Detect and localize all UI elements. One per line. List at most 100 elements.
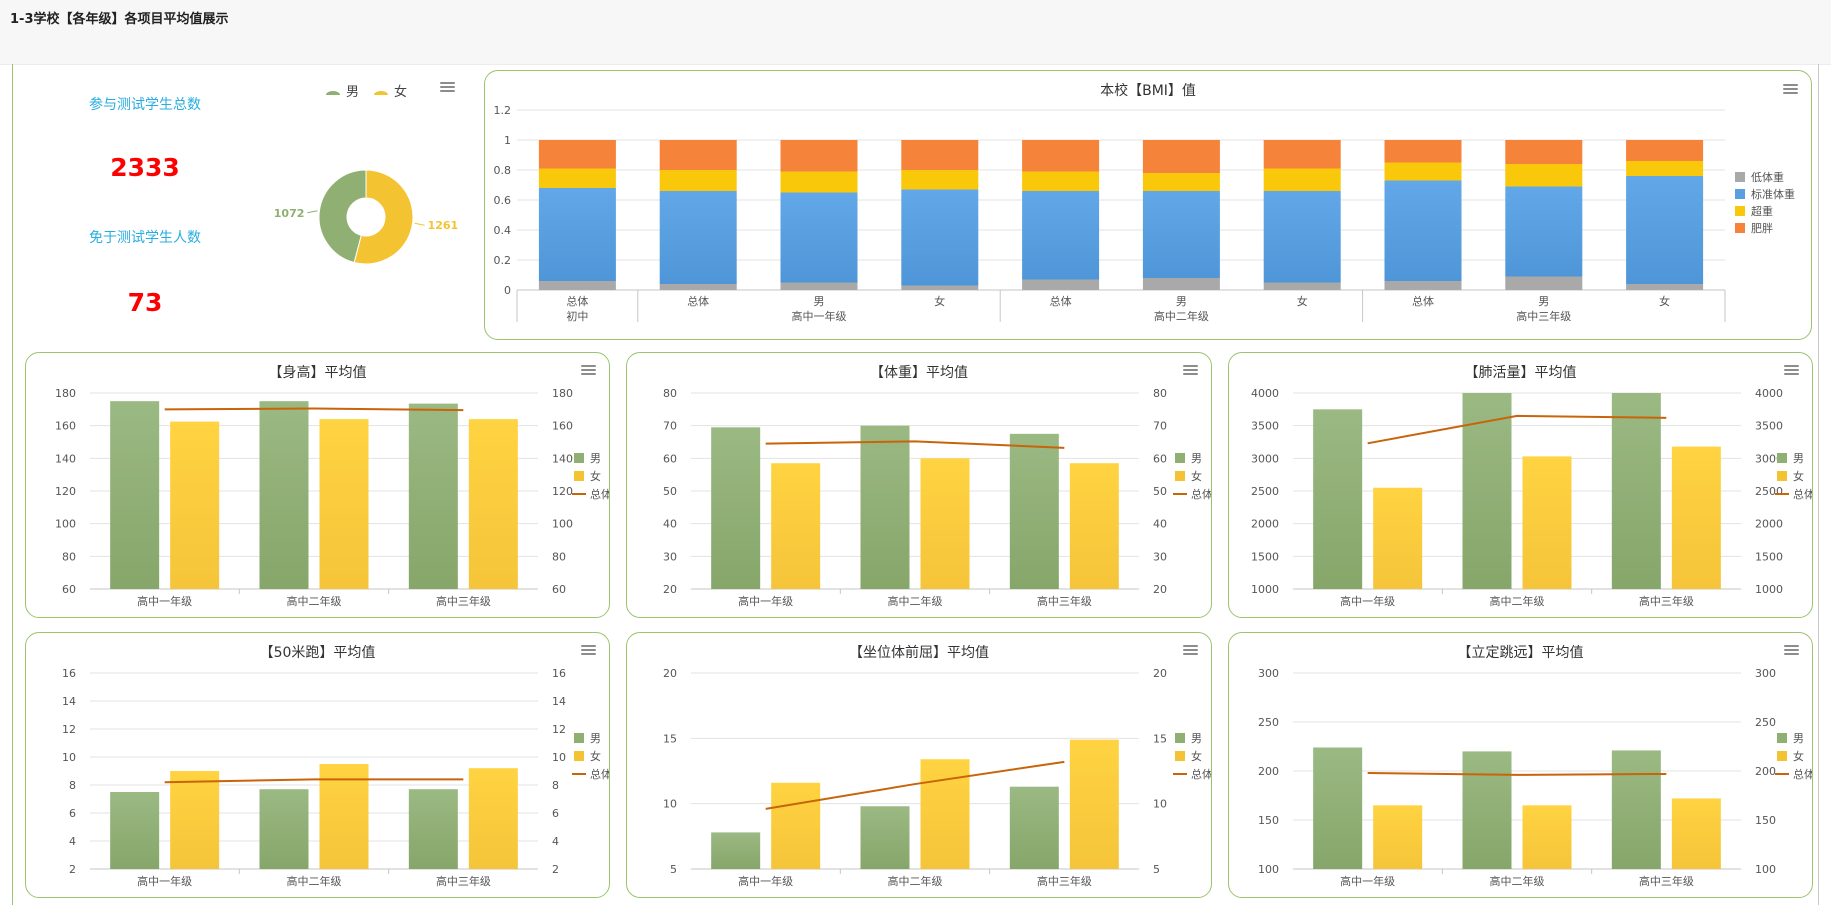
y-tick-label: 20	[663, 583, 677, 596]
y2-tick-label: 1000	[1755, 583, 1783, 596]
y2-tick-label: 150	[1755, 814, 1776, 827]
female-bar	[1069, 739, 1119, 869]
y-tick-label: 2	[69, 863, 76, 876]
y-tick-label: 160	[55, 420, 76, 433]
male-bar	[1009, 433, 1059, 589]
y2-tick-label: 10	[1153, 798, 1167, 811]
hamburger-menu-icon[interactable]	[1183, 365, 1198, 376]
female-bar	[771, 782, 821, 869]
hamburger-menu-icon[interactable]	[1183, 645, 1198, 656]
female-bar	[170, 421, 220, 589]
female-bar	[170, 771, 220, 869]
legend-swatch	[1735, 223, 1745, 233]
y2-tick-label: 5	[1153, 863, 1160, 876]
female-bar	[1671, 446, 1721, 589]
legend-label: 男	[590, 732, 601, 745]
y2-tick-label: 3000	[1755, 452, 1783, 465]
x-tick-label: 高中三年级	[436, 874, 491, 888]
legend-swatch	[1777, 453, 1787, 463]
legend-label: 男	[1793, 452, 1804, 465]
bmi-segment	[1142, 278, 1220, 290]
y2-tick-label: 250	[1755, 716, 1776, 729]
male-bar	[860, 425, 910, 589]
y2-tick-label: 12	[552, 723, 566, 736]
x-tick-label: 总体	[687, 294, 709, 308]
bmi-segment	[659, 284, 737, 290]
female-bar	[468, 419, 518, 589]
chart-title: 本校【BMI】值	[1100, 82, 1196, 99]
chart-title: 【体重】平均值	[870, 365, 968, 381]
y-tick-label: 80	[62, 550, 76, 563]
hamburger-menu-icon[interactable]	[1784, 645, 1799, 656]
run50-svg: 【50米跑】平均值 2 2 4 4 6 6 8 8 10 10 12 12 14 14 16 16 高中一年级 高中…	[62, 645, 609, 888]
bmi-segment	[659, 140, 737, 170]
y-tick-label: 4	[69, 835, 76, 848]
hamburger-menu-icon[interactable]	[581, 645, 596, 656]
legend-label: 总体	[1191, 487, 1211, 501]
y2-tick-label: 200	[1755, 765, 1776, 778]
y2-tick-label: 300	[1755, 667, 1776, 680]
jump-svg: 【立定跳远】平均值 100 100 150 150 200 200 250 250 300 300 高…	[1258, 645, 1812, 888]
hamburger-menu-icon[interactable]	[1783, 84, 1798, 95]
y-tick-label: 4000	[1251, 387, 1279, 400]
y-tick-label: 100	[55, 518, 76, 531]
x-tick-label: 高中二年级	[287, 874, 342, 888]
bmi-segment	[1263, 140, 1341, 169]
male-bar	[1462, 751, 1512, 869]
y-tick-label: 6	[69, 807, 76, 820]
weight-chart-panel: 【体重】平均值 20 20 30 30 40 40 50 50 60 60 70 70 80 80 高中一年级…	[626, 352, 1212, 618]
y-tick-label: 1	[504, 134, 511, 147]
y-tick-label: 5	[670, 863, 677, 876]
bmi-segment	[1505, 164, 1583, 187]
y-tick-label: 180	[55, 387, 76, 400]
y-tick-label: 0.8	[494, 164, 512, 177]
male-bar	[259, 401, 309, 589]
y2-tick-label: 1500	[1755, 550, 1783, 563]
y-tick-label: 0.4	[494, 224, 512, 237]
page-header: 1-3学校【各年级】各项目平均值展示	[0, 0, 1831, 65]
legend-swatch	[1777, 471, 1787, 481]
hamburger-menu-icon[interactable]	[1784, 365, 1799, 376]
total-line	[164, 407, 464, 412]
legend-label: 男	[590, 452, 601, 465]
male-bar	[860, 806, 910, 869]
x-tick-label: 高中三年级	[1639, 594, 1694, 608]
group-label: 初中	[566, 309, 588, 323]
bmi-segment	[1505, 276, 1583, 290]
y-tick-label: 60	[62, 583, 76, 596]
y2-tick-label: 10	[552, 751, 566, 764]
legend-label: 女	[590, 749, 601, 763]
y-tick-label: 3500	[1251, 420, 1279, 433]
y-tick-label: 8	[69, 779, 76, 792]
legend-label: 低体重	[1751, 170, 1784, 184]
hamburger-menu-icon[interactable]	[440, 82, 455, 93]
x-tick-label: 总体	[1050, 294, 1072, 308]
y-tick-label: 120	[55, 485, 76, 498]
y2-tick-label: 80	[1153, 387, 1167, 400]
x-tick-label: 男	[1176, 295, 1187, 308]
bmi-segment	[1022, 140, 1100, 172]
bmi-segment	[780, 171, 858, 193]
bmi-segment	[1142, 191, 1220, 278]
y2-tick-label: 120	[552, 485, 573, 498]
y2-tick-label: 3500	[1755, 420, 1783, 433]
bmi-segment	[780, 192, 858, 283]
x-tick-label: 总体	[1412, 294, 1434, 308]
female-bar	[468, 768, 518, 869]
legend-label: 总体	[1793, 487, 1812, 501]
legend-swatch	[1735, 189, 1745, 199]
hamburger-menu-icon[interactable]	[581, 365, 596, 376]
female-bar	[1373, 805, 1423, 869]
y2-tick-label: 140	[552, 452, 573, 465]
male-bar	[1611, 750, 1661, 869]
y-tick-label: 150	[1258, 814, 1279, 827]
participants-label: 参与测试学生总数	[89, 97, 201, 113]
bmi-segment	[1022, 191, 1100, 280]
exempt-label: 免于测试学生人数	[89, 230, 201, 246]
legend-swatch	[1777, 733, 1787, 743]
x-tick-label: 女	[934, 294, 945, 308]
bmi-segment	[1384, 140, 1462, 163]
y2-tick-label: 100	[552, 518, 573, 531]
y2-tick-label: 60	[552, 583, 566, 596]
standing-jump-chart-panel: 【立定跳远】平均值 100 100 150 150 200 200 250 250 300 300 高…	[1228, 632, 1813, 898]
